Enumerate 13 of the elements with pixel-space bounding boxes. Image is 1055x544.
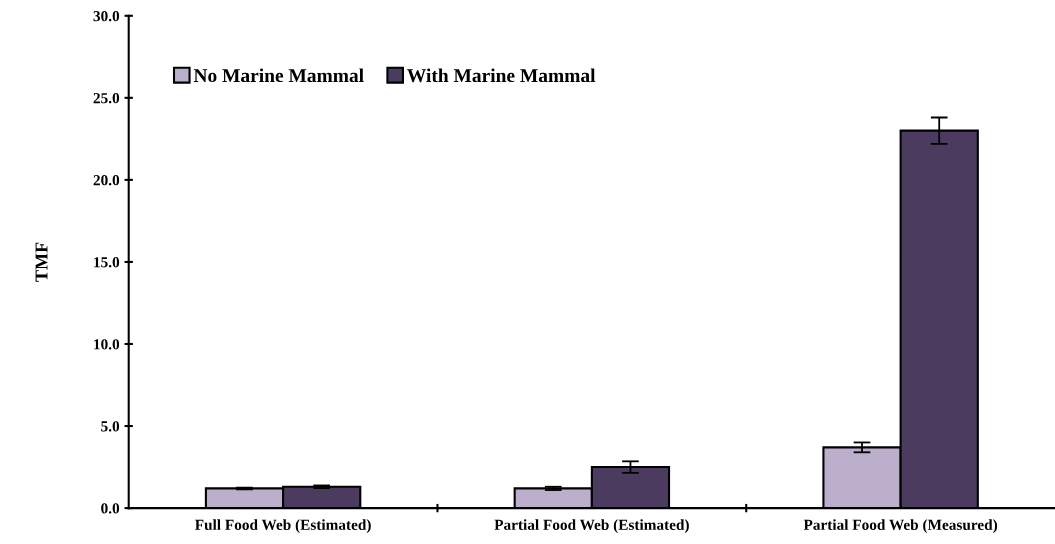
y-tick-label: 30.0 [93, 10, 120, 22]
y-axis-title: TMF [35, 242, 48, 282]
y-tick-label: 15.0 [94, 257, 120, 268]
legend-label: No Marine Mammal [193, 68, 364, 83]
legend-label: With Marine Mammal [407, 68, 596, 83]
x-tick-label: Partial Food Web (Estimated) [494, 519, 689, 534]
y-tick-label: 5.0 [101, 421, 120, 432]
y-tick-label: 10.0 [94, 339, 120, 350]
x-tick-label: Full Food Web (Estimated) [195, 519, 371, 534]
y-tick-label: 20.0 [93, 175, 120, 186]
y-tick-label: 0.0 [101, 503, 120, 514]
y-tick-label: 25.0 [93, 92, 120, 104]
x-tick-label: Partial Food Web (Measured) [803, 519, 998, 534]
